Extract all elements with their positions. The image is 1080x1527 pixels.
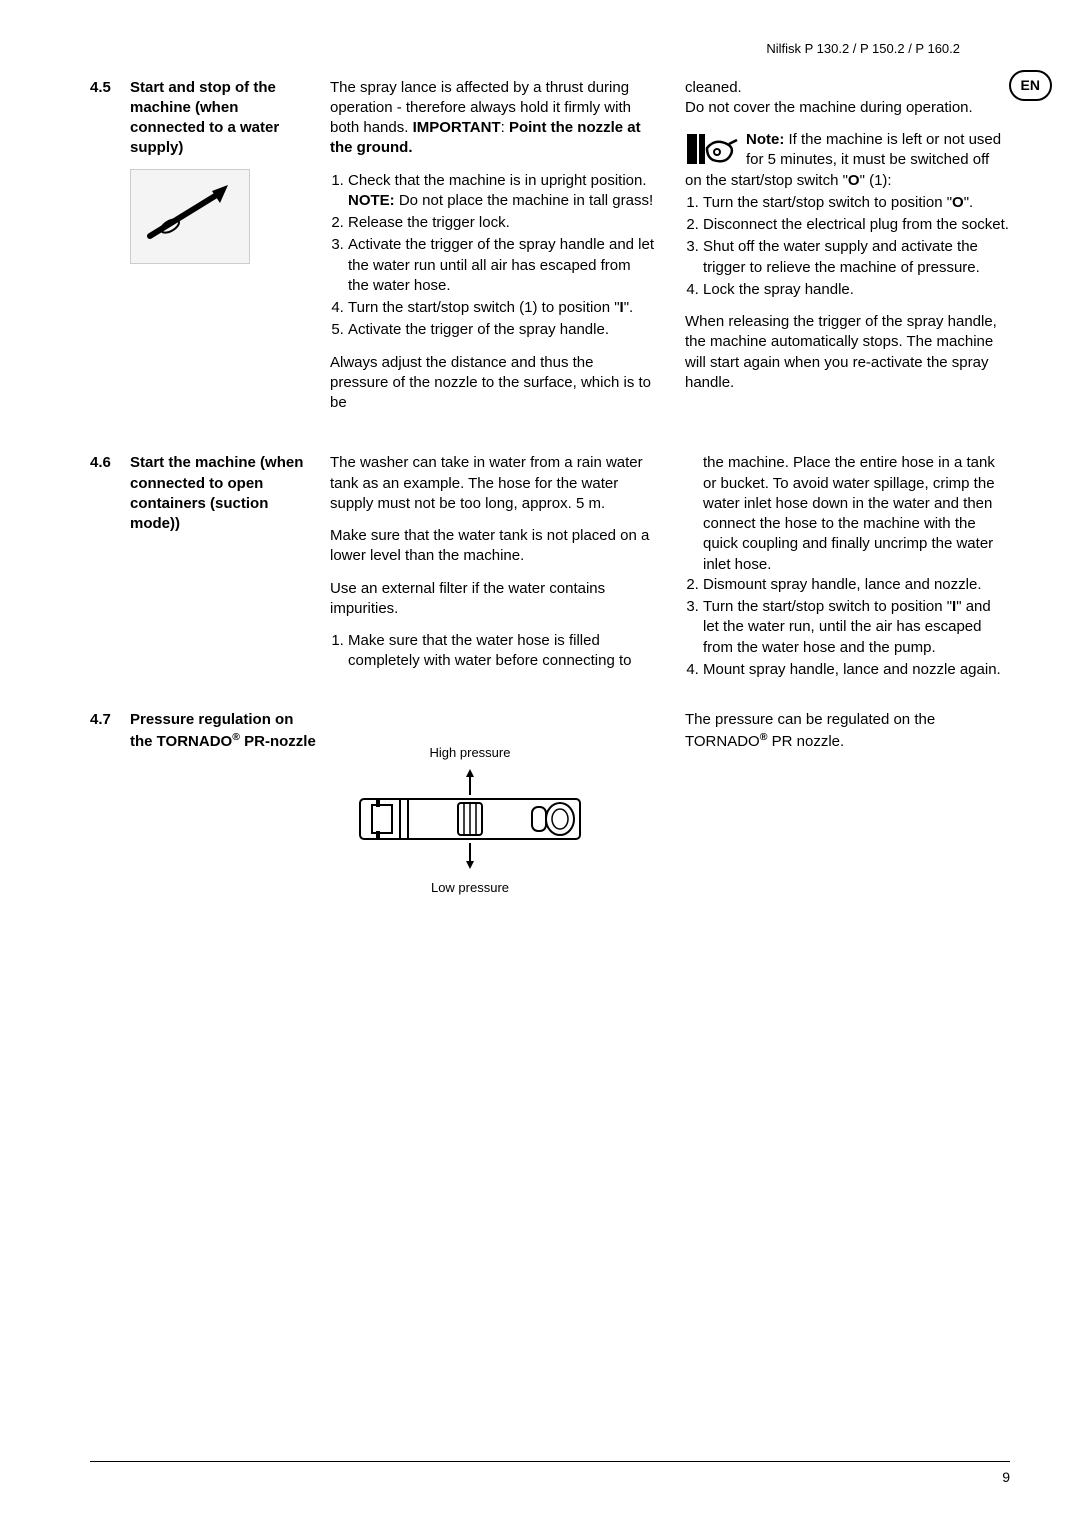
suction-step-4: Mount spray handle, lance and nozzle aga… [703,660,1010,680]
note-text: Do not place the machine in tall grass! [395,192,653,209]
important-label: IMPORTANT [413,119,501,136]
off-steps-list: Turn the start/stop switch to position "… [685,193,1010,300]
title-part-b: PR-nozzle [240,733,316,750]
step-text-c: ". [624,299,634,316]
continuation-text: the machine. Place the entire hose in a … [703,453,1010,575]
pressure-text-b: PR nozzle. [767,733,844,750]
section-title-text: Start and stop of the machine (when conn… [130,79,279,157]
suction-steps-list: Make sure that the water hose is filled … [330,631,655,672]
steps-list: Check that the machine is in upright pos… [330,171,655,341]
step-text-c: ". [964,194,974,211]
section-4-6-col2: the machine. Place the entire hose in a … [685,453,1010,682]
section-title: Pressure regulation on the TORNADO® PR-n… [130,710,330,930]
step-2: Release the trigger lock. [348,213,655,233]
section-4-7-col2: The pressure can be regulated on the TOR… [685,710,1010,930]
suction-step-2: Dismount spray handle, lance and nozzle. [703,575,1010,595]
section-number: 4.6 [90,453,130,682]
section-4-7: 4.7 Pressure regulation on the TORNADO® … [90,710,1010,930]
off-step-4: Lock the spray handle. [703,280,1010,300]
section-4-5-col1: The spray lance is affected by a thrust … [330,78,655,426]
section-4-6-col1: The washer can take in water from a rain… [330,453,655,682]
do-not-cover-text: Do not cover the machine during operatio… [685,98,1010,118]
section-title: Start and stop of the machine (when conn… [130,78,330,426]
page-footer: 9 [90,1461,1010,1487]
step-text-a: Turn the start/stop switch to position " [703,598,952,615]
position-o: O [848,172,860,189]
low-pressure-label: Low pressure [431,879,509,897]
note-label: Note: [746,131,784,148]
header-product-line: Nilfisk P 130.2 / P 150.2 / P 160.2 [90,40,1010,58]
step-4: Turn the start/stop switch (1) to positi… [348,298,655,318]
note-text-c: " (1): [860,172,892,189]
spray-lance-image [130,169,250,264]
release-trigger-text: When releasing the trigger of the spray … [685,312,1010,393]
colon: : [501,119,509,136]
step-text: Check that the machine is in upright pos… [348,172,647,189]
section-title: Start the machine (when connected to ope… [130,453,330,682]
page-number: 9 [1002,1469,1010,1485]
nozzle-diagram: High pressure [330,710,610,930]
step-3: Activate the trigger of the spray handle… [348,235,655,296]
note-label: NOTE: [348,192,395,209]
external-filter-text: Use an external filter if the water cont… [330,579,655,620]
high-pressure-label: High pressure [430,744,511,762]
registered-mark: ® [232,731,240,743]
step-1: Check that the machine is in upright pos… [348,171,655,212]
off-step-1: Turn the start/stop switch to position "… [703,193,1010,213]
position-o: O [952,194,964,211]
suction-step-3: Turn the start/stop switch to position "… [703,597,1010,658]
washer-intake-text: The washer can take in water from a rain… [330,453,655,514]
tank-level-text: Make sure that the water tank is not pla… [330,526,655,567]
step-5: Activate the trigger of the spray handle… [348,320,655,340]
step-text-a: Turn the start/stop switch to position " [703,194,952,211]
off-step-2: Disconnect the electrical plug from the … [703,215,1010,235]
note-hand-icon [685,130,740,170]
section-4-5: 4.5 Start and stop of the machine (when … [90,78,1010,426]
suction-steps-list-2: Dismount spray handle, lance and nozzle.… [685,575,1010,680]
adjust-distance-text: Always adjust the distance and thus the … [330,353,655,414]
section-4-7-col1: High pressure [330,710,655,930]
section-number: 4.7 [90,710,130,930]
section-number: 4.5 [90,78,130,426]
off-step-3: Shut off the water supply and activate t… [703,237,1010,278]
language-badge: EN [1009,70,1052,101]
cleaned-text: cleaned. [685,78,1010,98]
step-text-a: Turn the start/stop switch (1) to positi… [348,299,620,316]
suction-step-1: Make sure that the water hose is filled … [348,631,655,672]
section-4-5-col2: cleaned. Do not cover the machine during… [685,78,1010,426]
section-4-6: 4.6 Start the machine (when connected to… [90,453,1010,682]
